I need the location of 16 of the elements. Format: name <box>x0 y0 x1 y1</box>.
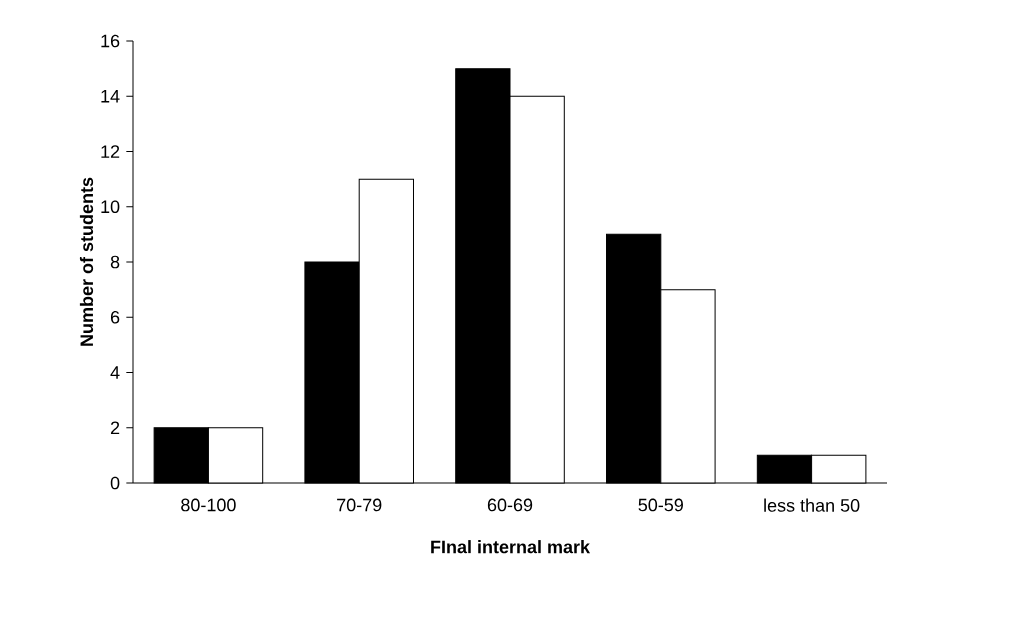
x-axis-title: FInal internal mark <box>431 540 591 554</box>
x-tick-label: 80-100 <box>181 498 236 512</box>
x-tick-label: less than 50 <box>764 498 860 512</box>
y-tick-label: 6 <box>110 310 120 324</box>
y-tick-label: 10 <box>101 200 120 214</box>
y-tick-label: 12 <box>101 145 120 158</box>
y-axis-title: Number of students <box>79 177 94 346</box>
y-tick-label: 4 <box>110 366 120 379</box>
x-tick-label: 60-69 <box>487 498 533 512</box>
y-tick-label: 0 <box>110 476 120 490</box>
x-tick-label: 70-79 <box>337 498 382 512</box>
y-tick-label: 16 <box>101 34 120 48</box>
y-tick-label: 8 <box>110 255 120 269</box>
x-tick-label: 50-59 <box>638 498 683 512</box>
y-tick-label: 2 <box>110 421 120 435</box>
y-tick-label: 14 <box>101 90 120 103</box>
